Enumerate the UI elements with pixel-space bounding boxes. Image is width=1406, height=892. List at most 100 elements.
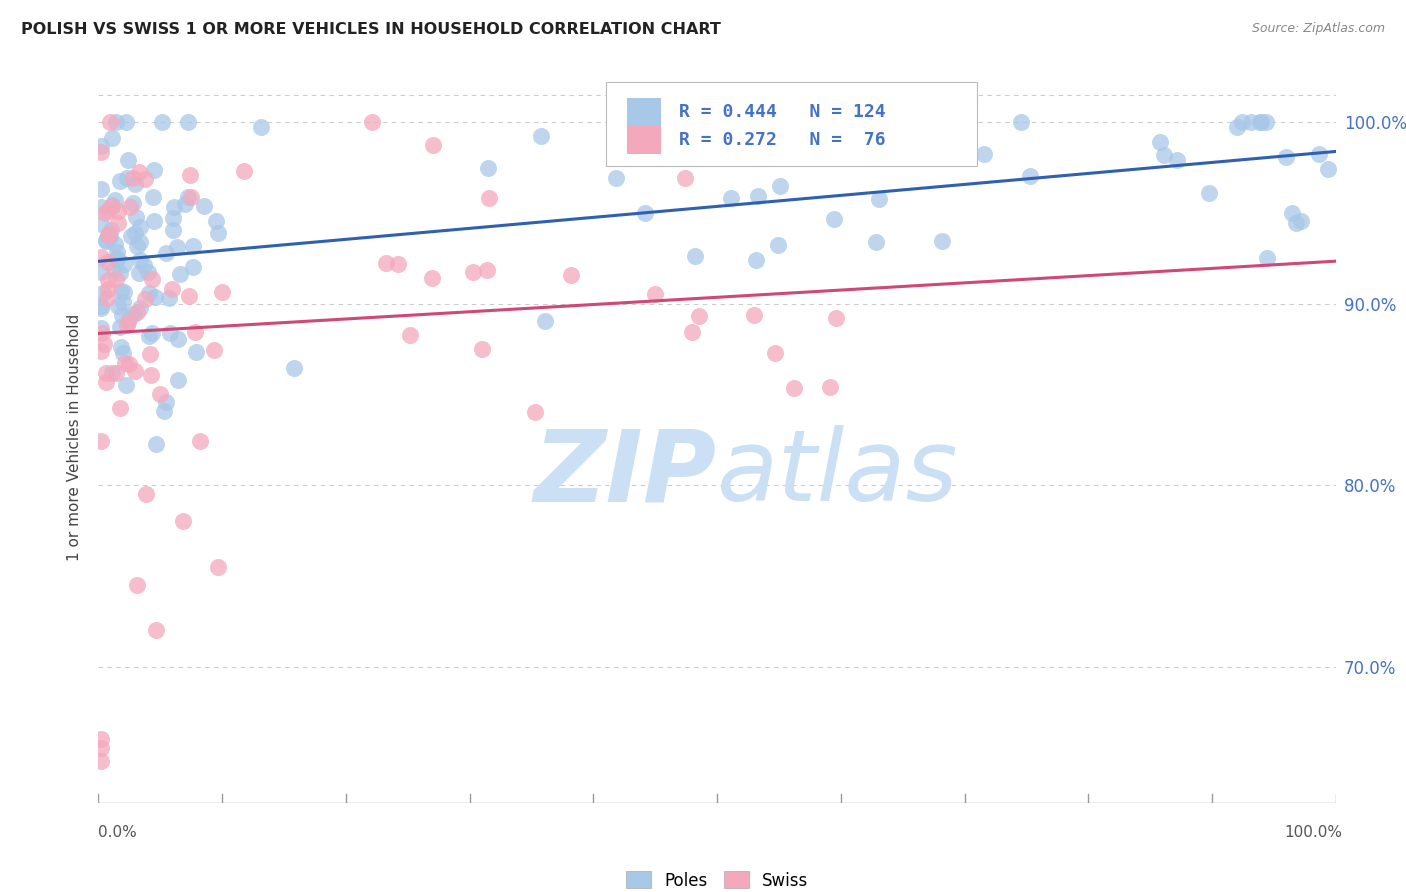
Point	[90, 265, 112, 279]
Point	[134, 171, 156, 186]
Point	[471, 343, 494, 357]
Point	[475, 263, 498, 277]
Point	[141, 326, 163, 341]
Point	[162, 223, 184, 237]
Point	[115, 318, 138, 333]
Point	[117, 315, 139, 329]
Point	[1308, 146, 1330, 161]
Point	[124, 177, 146, 191]
Point	[93, 337, 115, 351]
Point	[941, 115, 963, 129]
Point	[155, 246, 177, 260]
Point	[107, 216, 129, 230]
Point	[205, 214, 228, 228]
Point	[115, 115, 138, 129]
Point	[1018, 169, 1040, 183]
Point	[422, 137, 444, 152]
Point	[283, 360, 305, 375]
Point	[1289, 213, 1312, 227]
Point	[141, 272, 163, 286]
Point	[118, 200, 141, 214]
Point	[530, 128, 553, 143]
Point	[1281, 206, 1303, 220]
Point	[1250, 115, 1272, 129]
Point	[1274, 150, 1296, 164]
Point	[105, 252, 128, 266]
Point	[634, 206, 657, 220]
Point	[605, 171, 627, 186]
Point	[96, 291, 118, 305]
Point	[179, 169, 201, 183]
Point	[560, 268, 582, 283]
Point	[823, 212, 845, 227]
Text: atlas: atlas	[717, 425, 959, 522]
Point	[150, 115, 173, 129]
Point	[207, 559, 229, 574]
Point	[742, 309, 765, 323]
Point	[159, 326, 181, 340]
Point	[193, 199, 215, 213]
Point	[375, 256, 398, 270]
Point	[108, 319, 131, 334]
Point	[110, 340, 132, 354]
Point	[93, 205, 115, 219]
Point	[478, 191, 501, 205]
Point	[1249, 115, 1271, 129]
Point	[387, 256, 409, 270]
Point	[167, 373, 190, 387]
Point	[100, 367, 122, 381]
Point	[842, 115, 865, 129]
Point	[145, 624, 167, 638]
Point	[104, 272, 127, 286]
Point	[94, 234, 117, 248]
Point	[1317, 162, 1340, 177]
Point	[143, 214, 166, 228]
Point	[169, 267, 191, 281]
Point	[1166, 153, 1188, 168]
Point	[644, 287, 666, 301]
Point	[105, 244, 128, 259]
Point	[135, 487, 157, 501]
Point	[184, 344, 207, 359]
Point	[128, 165, 150, 179]
Point	[90, 200, 112, 214]
Point	[399, 328, 422, 343]
Point	[783, 381, 806, 395]
Point	[177, 115, 200, 129]
Point	[120, 229, 142, 244]
Point	[675, 135, 697, 149]
Point	[142, 190, 165, 204]
Point	[688, 310, 710, 324]
Point	[420, 271, 443, 285]
Point	[160, 282, 183, 296]
Point	[145, 437, 167, 451]
Point	[172, 515, 194, 529]
Point	[100, 223, 122, 237]
FancyBboxPatch shape	[627, 98, 661, 127]
Point	[91, 286, 114, 301]
Point	[153, 404, 176, 418]
Point	[107, 203, 129, 218]
Point	[90, 217, 112, 231]
Point	[124, 226, 146, 240]
Text: POLISH VS SWISS 1 OR MORE VEHICLES IN HOUSEHOLD CORRELATION CHART: POLISH VS SWISS 1 OR MORE VEHICLES IN HO…	[21, 22, 721, 37]
Point	[111, 308, 134, 322]
Point	[94, 375, 117, 389]
Point	[179, 289, 201, 303]
Point	[125, 210, 148, 224]
Point	[139, 347, 162, 361]
Point	[142, 163, 165, 178]
Point	[763, 346, 786, 360]
Point	[820, 380, 842, 394]
Point	[127, 578, 149, 592]
Point	[122, 308, 145, 322]
Point	[90, 145, 112, 159]
Point	[94, 234, 117, 248]
Point	[112, 285, 135, 299]
Point	[173, 197, 195, 211]
Point	[865, 235, 887, 249]
Point	[143, 290, 166, 304]
Point	[1240, 115, 1263, 129]
Point	[128, 219, 150, 234]
Point	[90, 299, 112, 313]
